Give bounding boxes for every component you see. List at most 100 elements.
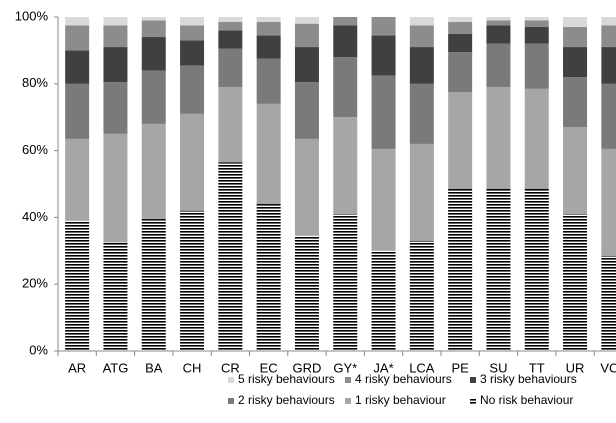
legend-label: No risk behaviour	[480, 393, 573, 407]
bar-segment	[524, 17, 549, 21]
bar-segment	[103, 242, 128, 351]
bar-segment	[294, 47, 319, 83]
x-tick-label: SU	[489, 360, 507, 375]
bar-segment	[294, 82, 319, 139]
bar-segment	[294, 138, 319, 236]
bar-segment	[103, 47, 128, 83]
bar-segment	[486, 20, 511, 26]
legend-swatch	[345, 398, 351, 404]
x-tick-label: TT	[529, 360, 545, 375]
bar-segment	[601, 148, 616, 256]
bar-segment	[141, 123, 166, 220]
bar-segment	[180, 25, 205, 41]
bar-segment	[601, 47, 616, 84]
x-tick-label: VCT	[600, 360, 616, 375]
bar-segment	[65, 17, 90, 26]
bar-segment	[218, 87, 243, 163]
legend-label: 2 risky behaviours	[238, 393, 335, 407]
bar-segment	[371, 148, 396, 251]
bar-segment	[103, 25, 128, 48]
bar-segment	[486, 87, 511, 190]
y-tick-label: 80%	[22, 75, 48, 90]
bar-segment	[409, 17, 434, 26]
bar-segment	[103, 82, 128, 134]
bar-segment	[409, 83, 434, 144]
legend-swatch	[470, 398, 476, 404]
bar-segment	[65, 50, 90, 84]
bar-segment	[563, 127, 588, 215]
bar-segment	[409, 47, 434, 84]
bar-segment	[448, 92, 473, 190]
bar-segment	[486, 189, 511, 351]
bar-segment	[601, 83, 616, 149]
x-tick-label: LCA	[409, 360, 435, 375]
bar-segment	[371, 75, 396, 149]
x-tick-label: CR	[221, 360, 240, 375]
bar-segment	[601, 25, 616, 48]
bar-segment	[448, 33, 473, 53]
bar-segment	[409, 25, 434, 48]
bar-segment	[180, 40, 205, 66]
y-tick-label: 60%	[22, 142, 48, 157]
bar-segment	[256, 58, 281, 104]
bar-segment	[333, 117, 358, 215]
bar-segment	[333, 214, 358, 351]
bar-segment	[563, 47, 588, 78]
bar-segment	[141, 219, 166, 351]
bar-segment	[524, 189, 549, 351]
bar-segment	[218, 30, 243, 49]
x-tick-label: CH	[183, 360, 202, 375]
bar-segment	[180, 65, 205, 114]
y-tick-label: 40%	[22, 209, 48, 224]
x-tick-label: EC	[260, 360, 278, 375]
bar-segment	[256, 204, 281, 351]
legend-label: 3 risky behaviours	[480, 372, 577, 386]
y-tick-label: 20%	[22, 276, 48, 291]
legend-swatch	[228, 377, 234, 383]
bar-segment	[448, 17, 473, 23]
bar-segment	[486, 25, 511, 44]
y-tick-label: 0%	[29, 342, 48, 357]
legend-swatch	[470, 377, 476, 383]
bar-segment	[103, 17, 128, 26]
bar-segment	[294, 235, 319, 351]
bar-segment	[601, 17, 616, 26]
x-tick-label: GY*	[333, 360, 357, 375]
x-tick-label: BA	[145, 360, 163, 375]
bar-segment	[294, 17, 319, 24]
bar-segment	[218, 162, 243, 351]
legend-label: 5 risky behaviours	[238, 372, 335, 386]
bar-segment	[524, 43, 549, 89]
bar-segment	[141, 70, 166, 124]
x-tick-label: UR	[566, 360, 585, 375]
bar-segment	[448, 52, 473, 93]
bar-segment	[448, 22, 473, 34]
bar-segment	[256, 17, 281, 23]
bar-segment	[371, 35, 396, 76]
bar-segment	[141, 20, 166, 38]
bar-segment	[333, 17, 358, 26]
bar-segment	[524, 20, 549, 28]
legend-label: 1 risky behaviour	[355, 393, 446, 407]
bar-segment	[371, 250, 396, 351]
x-tick-label: JA*	[373, 360, 393, 375]
bar-segment	[65, 220, 90, 351]
bar-segment	[218, 22, 243, 31]
bar-segment	[141, 17, 166, 21]
bar-segment	[409, 143, 434, 241]
bar-segment	[524, 88, 549, 190]
bar-segment	[333, 57, 358, 118]
legend-swatch	[345, 377, 351, 383]
x-tick-label: ATG	[103, 360, 129, 375]
bar-segment	[256, 22, 281, 36]
bar-segment	[563, 214, 588, 351]
bar-segment	[486, 43, 511, 88]
bar-segment	[563, 27, 588, 48]
bar-segment	[333, 25, 358, 58]
legend-swatch	[228, 398, 234, 404]
bar-segment	[180, 17, 205, 26]
x-tick-label: AR	[68, 360, 86, 375]
bar-segment	[103, 133, 128, 243]
bar-segment	[218, 17, 243, 23]
